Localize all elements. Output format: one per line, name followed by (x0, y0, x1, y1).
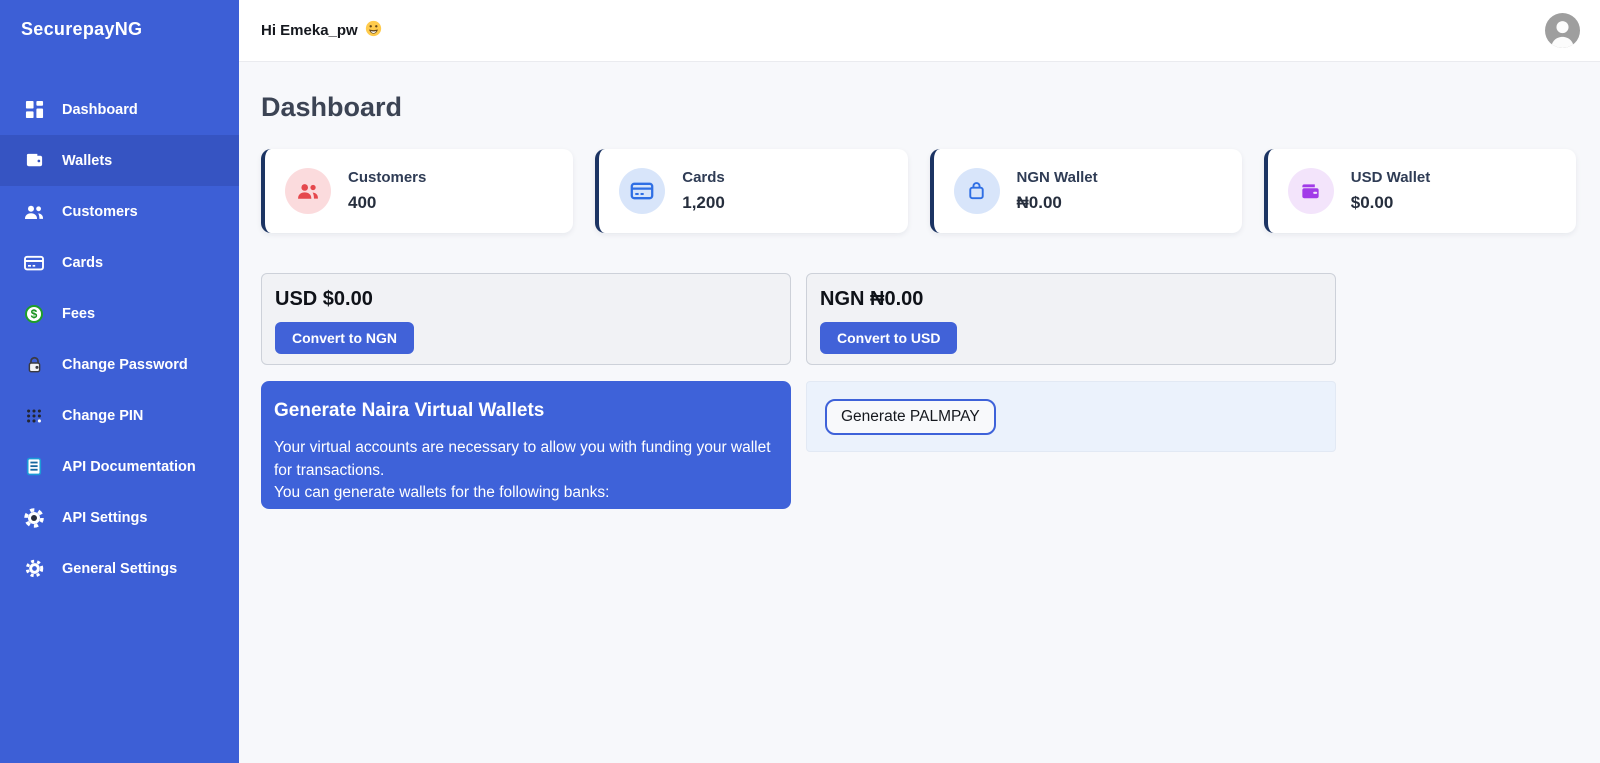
sidebar-item-general-settings[interactable]: General Settings (0, 543, 239, 594)
sidebar-item-api-settings[interactable]: API Settings (0, 492, 239, 543)
smiley-icon (365, 20, 382, 41)
bank-buttons-panel: Generate PALMPAY (806, 381, 1336, 452)
user-avatar-icon[interactable] (1545, 13, 1580, 48)
sidebar-item-label: Customers (62, 203, 138, 220)
gear-icon (24, 507, 44, 528)
sidebar-item-label: Dashboard (62, 101, 138, 118)
card-icon (24, 253, 44, 273)
card-icon (619, 168, 666, 214)
sidebar-item-label: API Documentation (62, 458, 196, 475)
dollar-circle-icon: $ (24, 304, 44, 324)
stat-card-customers: Customers 400 (261, 149, 574, 233)
stat-value: $0.00 (1350, 193, 1394, 212)
stat-value: ₦0.00 (1016, 193, 1062, 212)
ngn-balance-panel: NGN ₦0.00 Convert to USD (806, 273, 1336, 365)
bag-icon (953, 168, 1000, 214)
sidebar-item-api-documentation[interactable]: API Documentation (0, 441, 239, 492)
page-content: Dashboard Customers 400 Cards 1,200 (239, 62, 1600, 509)
stat-label: Customers (348, 169, 427, 186)
user-greeting: Hi Emeka_pw (261, 20, 382, 41)
stat-value: 1,200 (682, 193, 725, 212)
document-icon (24, 457, 44, 477)
sidebar-item-label: API Settings (62, 509, 148, 526)
sidebar-item-cards[interactable]: Cards (0, 237, 239, 288)
stat-card-usd-wallet: USD Wallet $0.00 (1263, 149, 1576, 233)
gear-icon (24, 559, 44, 579)
sidebar: SecurepayNG Dashboard Wallets Customers … (0, 0, 239, 763)
stats-row: Customers 400 Cards 1,200 NGN Wallet (261, 149, 1576, 233)
stat-label: Cards (682, 169, 725, 186)
generate-wallets-text-1: Your virtual accounts are necessary to a… (274, 439, 771, 479)
greeting-text: Hi Emeka_pw (261, 22, 358, 39)
app-logo: SecurepayNG (21, 19, 143, 39)
lock-icon (24, 355, 44, 375)
stat-card-ngn-wallet: NGN Wallet ₦0.00 (929, 149, 1242, 233)
main-area: Hi Emeka_pw Dashboard Customers 400 (239, 0, 1600, 509)
sidebar-item-label: Cards (62, 254, 104, 271)
sidebar-item-label: General Settings (62, 560, 178, 577)
sidebar-item-change-pin[interactable]: Change PIN (0, 390, 239, 441)
sidebar-item-label: Change Password (62, 356, 188, 373)
sidebar-item-wallets[interactable]: Wallets (0, 135, 239, 186)
stat-value: 400 (348, 193, 377, 212)
generate-wallets-panel: Generate Naira Virtual Wallets Your virt… (261, 381, 791, 509)
generate-wallets-title: Generate Naira Virtual Wallets (274, 400, 545, 421)
panels-grid: USD $0.00 Convert to NGN NGN ₦0.00 Conve… (261, 273, 1576, 509)
stat-label: USD Wallet (1350, 169, 1431, 186)
convert-to-ngn-button[interactable]: Convert to NGN (275, 322, 414, 354)
customers-icon (285, 168, 331, 214)
dashboard-icon (24, 100, 44, 120)
usd-balance-title: USD $0.00 (275, 288, 373, 310)
generate-palmpay-button[interactable]: Generate PALMPAY (825, 399, 996, 435)
convert-to-usd-button[interactable]: Convert to USD (820, 322, 958, 354)
wallet-icon (1287, 168, 1334, 214)
sidebar-menu: Dashboard Wallets Customers Cards $ Fees (0, 84, 239, 594)
sidebar-item-change-password[interactable]: Change Password (0, 339, 239, 390)
stat-label: NGN Wallet (1016, 169, 1098, 186)
dialpad-icon (24, 406, 44, 426)
sidebar-item-dashboard[interactable]: Dashboard (0, 84, 239, 135)
customers-icon (24, 202, 44, 222)
sidebar-item-label: Wallets (62, 152, 113, 169)
sidebar-item-label: Change PIN (62, 407, 144, 424)
generate-wallets-text-2: You can generate wallets for the followi… (274, 484, 610, 501)
ngn-balance-title: NGN ₦0.00 (820, 288, 924, 310)
wallet-icon (24, 151, 44, 171)
stat-card-cards: Cards 1,200 (595, 149, 908, 233)
sidebar-item-label: Fees (62, 305, 96, 322)
usd-balance-panel: USD $0.00 Convert to NGN (261, 273, 791, 365)
sidebar-item-fees[interactable]: $ Fees (0, 288, 239, 339)
sidebar-item-customers[interactable]: Customers (0, 186, 239, 237)
page-title: Dashboard (261, 92, 403, 122)
top-header: Hi Emeka_pw (239, 0, 1600, 62)
